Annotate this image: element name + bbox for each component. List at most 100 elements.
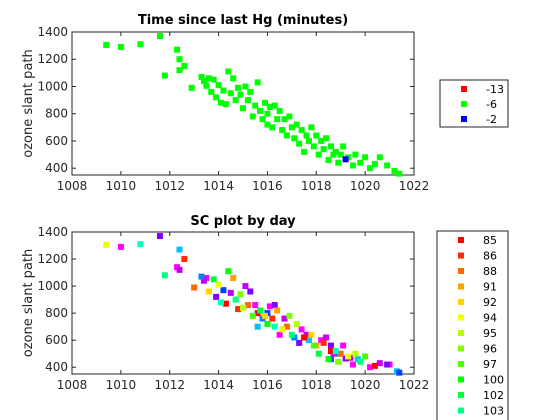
data-point: [320, 339, 327, 346]
legend-marker: [458, 314, 464, 321]
legend-marker: [458, 283, 464, 290]
y-tick-label: 400: [45, 360, 68, 374]
x-tick-label: 1012: [154, 179, 185, 193]
data-point: [247, 288, 254, 295]
y-axis-label: ozone slant path: [21, 249, 36, 357]
data-point: [205, 75, 212, 82]
data-point: [244, 302, 251, 309]
data-point: [181, 256, 188, 263]
data-point: [259, 116, 266, 123]
data-point: [242, 83, 249, 90]
legend-marker: [458, 330, 464, 336]
data-point: [279, 127, 286, 134]
data-point: [103, 41, 110, 48]
data-point: [198, 273, 205, 280]
data-point: [249, 113, 256, 120]
data-point: [161, 72, 168, 79]
data-point: [176, 56, 183, 63]
data-point: [237, 91, 244, 98]
data-point: [305, 337, 312, 344]
data-point: [362, 154, 369, 161]
data-point: [345, 353, 352, 360]
legend-label: 94: [483, 312, 497, 325]
x-tick-label: 1010: [106, 179, 137, 193]
data-point: [371, 362, 378, 369]
legend-label: 92: [483, 296, 497, 309]
data-point: [315, 350, 322, 357]
data-point: [252, 302, 259, 309]
data-point: [215, 281, 222, 288]
legend-label: 86: [483, 250, 497, 263]
legend-marker: [458, 407, 464, 414]
data-point: [198, 73, 205, 80]
data-point: [174, 46, 181, 53]
data-point: [337, 151, 344, 158]
legend-marker: [461, 86, 467, 92]
data-point: [103, 241, 110, 248]
data-point: [362, 353, 369, 360]
data-point: [218, 99, 225, 106]
plot-area: [71, 231, 415, 375]
data-point: [271, 102, 278, 109]
data-point: [227, 90, 234, 97]
data-point: [269, 315, 276, 322]
data-point: [349, 162, 356, 169]
data-point: [213, 94, 220, 101]
data-point: [325, 356, 332, 363]
data-point: [266, 103, 273, 110]
chart-title: SC plot by day: [190, 214, 296, 229]
data-point: [320, 146, 327, 153]
y-tick-label: 400: [45, 161, 68, 175]
data-point: [230, 274, 237, 281]
data-point: [232, 97, 239, 104]
data-point: [242, 283, 249, 290]
y-tick-label: 1400: [37, 225, 68, 239]
legend-marker: [461, 116, 467, 122]
data-point: [191, 284, 198, 291]
data-point: [208, 88, 215, 95]
data-point: [188, 84, 195, 91]
data-point: [240, 105, 246, 112]
data-point: [281, 116, 288, 123]
data-point: [283, 132, 290, 139]
x-tick-label: 1020: [350, 378, 381, 392]
y-tick-label: 1200: [37, 252, 68, 266]
data-point: [335, 358, 342, 365]
x-tick-label: 1020: [350, 179, 381, 193]
data-point: [298, 326, 305, 333]
data-point: [249, 312, 256, 319]
data-point: [376, 360, 383, 367]
data-point: [327, 342, 334, 349]
data-point: [279, 326, 286, 333]
y-tick-label: 800: [45, 306, 68, 320]
data-point: [313, 132, 320, 139]
legend-label: -2: [486, 113, 497, 126]
legend-label: 102: [483, 389, 504, 402]
data-point: [203, 82, 210, 89]
data-point: [215, 82, 222, 89]
data-point: [332, 348, 339, 355]
data-point: [235, 306, 242, 313]
data-point: [220, 87, 227, 94]
data-point: [117, 243, 124, 250]
data-point: [308, 124, 315, 131]
legend-label: 91: [483, 281, 497, 294]
legend-marker: [458, 252, 464, 259]
data-point: [288, 331, 295, 338]
data-point: [293, 320, 300, 327]
data-point: [327, 143, 334, 150]
legend-box: [436, 230, 509, 420]
data-point: [303, 132, 310, 139]
y-tick-label: 1000: [37, 279, 68, 293]
data-point: [337, 350, 344, 357]
data-point: [384, 361, 391, 368]
data-point: [222, 101, 229, 108]
x-tick-label: 1018: [301, 179, 332, 193]
data-point: [264, 320, 271, 327]
data-point: [371, 161, 378, 168]
data-point: [325, 157, 332, 164]
data-point: [276, 331, 283, 338]
data-point: [323, 334, 330, 341]
x-tick-label: 1022: [399, 179, 430, 193]
